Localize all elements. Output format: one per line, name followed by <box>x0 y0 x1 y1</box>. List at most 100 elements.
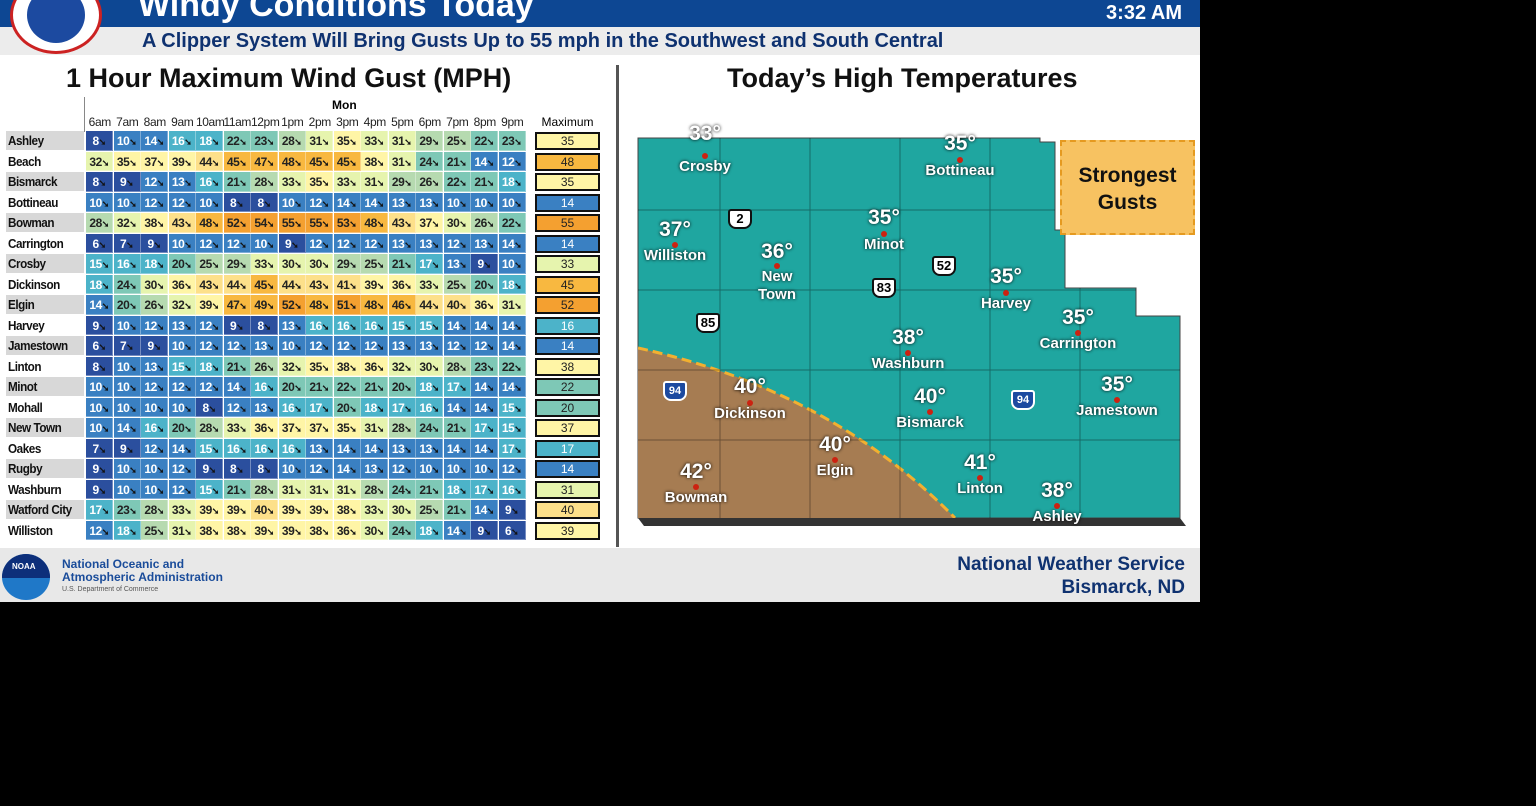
gust-cell: 16➘ <box>251 438 279 459</box>
gust-cell: 14➘ <box>498 315 526 336</box>
city-temp: 33° <box>689 122 721 145</box>
gust-cell: 12➘ <box>141 438 169 459</box>
gust-value: 21 <box>226 359 240 374</box>
gust-value: 22 <box>226 134 240 148</box>
wind-arrow-icon: ➘ <box>294 342 302 352</box>
wind-arrow-icon: ➘ <box>184 301 192 311</box>
wind-arrow-icon: ➘ <box>321 301 330 311</box>
wind-arrow-icon: ➘ <box>349 362 357 373</box>
wind-arrow-icon: ➘ <box>431 403 440 414</box>
gust-cell: 35➘ <box>113 151 141 172</box>
wind-arrow-icon: ➘ <box>431 465 440 475</box>
gust-cell: 12➘ <box>223 336 251 356</box>
gust-cell: 13➘ <box>168 315 196 336</box>
wind-arrow-icon: ➘ <box>266 403 275 414</box>
gust-cell: 37➘ <box>141 151 169 172</box>
gust-cell: 10➘ <box>278 336 306 356</box>
gust-cell: 14➘ <box>168 438 196 459</box>
wind-arrow-icon: ➘ <box>239 403 247 414</box>
wind-arrow-icon: ➘ <box>101 280 110 291</box>
gust-cell: 21➘ <box>223 172 251 192</box>
wind-arrow-icon: ➘ <box>101 424 110 434</box>
gust-value: 31 <box>391 134 405 148</box>
gust-cell: 39➘ <box>223 500 251 520</box>
wind-arrow-icon: ➘ <box>459 301 467 311</box>
subtitle-bar: A Clipper System Will Bring Gusts Up to … <box>0 27 1200 55</box>
wind-arrow-icon: ➘ <box>486 362 495 373</box>
wind-arrow-icon: ➘ <box>376 157 385 168</box>
gust-value: 30 <box>144 277 157 292</box>
gust-value: 32 <box>116 216 130 230</box>
wind-arrow-icon: ➘ <box>211 280 220 291</box>
gust-value: 13 <box>419 339 432 353</box>
gust-cell: 15➘ <box>168 356 196 377</box>
gust-cell: 13➘ <box>443 254 471 274</box>
gust-cell: 22➘ <box>443 172 471 192</box>
wind-arrow-icon: ➘ <box>376 301 385 311</box>
gust-cell: 55➘ <box>306 213 334 233</box>
gust-value: 14 <box>474 380 487 394</box>
gust-value: 10 <box>116 195 130 210</box>
gust-value: 8 <box>257 318 264 333</box>
gust-value: 13 <box>419 236 432 251</box>
gust-value: 12 <box>144 175 157 189</box>
gust-cell: 33➘ <box>333 172 361 192</box>
row-name-cell: Bismarck <box>6 172 84 191</box>
gust-cell: 29➘ <box>416 131 444 151</box>
wind-arrow-icon: ➘ <box>514 424 522 434</box>
gust-value: 24 <box>116 277 130 292</box>
gust-value: 28 <box>446 359 460 374</box>
gust-value: 48 <box>364 216 377 230</box>
gust-cell: 25➘ <box>443 131 471 151</box>
max-gust: 14 <box>535 460 600 478</box>
wind-arrow-icon: ➘ <box>321 137 330 147</box>
gust-cell: 12➘ <box>388 459 416 479</box>
gust-cell: 17➘ <box>471 479 499 500</box>
gust-cell: 18➘ <box>141 254 169 274</box>
wind-arrow-icon: ➘ <box>459 260 467 270</box>
row-name-cell: New Town <box>6 418 84 437</box>
gust-value: 16 <box>501 482 515 497</box>
gust-cell: 13➘ <box>416 336 444 356</box>
gust-value: 21 <box>419 482 432 497</box>
gust-value: 13 <box>171 175 185 189</box>
gust-cell: 37➘ <box>278 418 306 438</box>
gust-value: 17 <box>309 400 322 415</box>
wind-arrow-icon: ➘ <box>431 137 440 147</box>
gust-value: 14 <box>364 441 377 456</box>
max-gust: 52 <box>535 296 600 314</box>
gust-value: 14 <box>474 503 487 517</box>
gust-cell: 32➘ <box>86 151 114 172</box>
gust-cell: 31➘ <box>333 479 361 500</box>
gust-value: 10 <box>446 195 460 210</box>
wind-arrow-icon: ➘ <box>294 383 302 393</box>
gust-value: 10 <box>171 339 185 353</box>
wind-arrow-icon: ➘ <box>349 506 357 516</box>
wind-arrow-icon: ➘ <box>208 465 217 475</box>
gust-table-title: 1 Hour Maximum Wind Gust (MPH) <box>66 63 512 93</box>
gust-value: 8 <box>257 462 264 476</box>
gust-cell: 10➘ <box>168 397 196 418</box>
gust-cell: 12➘ <box>196 377 224 397</box>
gust-cell: 36➘ <box>361 356 389 377</box>
gust-value: 15 <box>171 359 185 374</box>
gust-cell: 28➘ <box>141 500 169 520</box>
wind-arrow-icon: ➘ <box>376 342 385 352</box>
gust-cell: 13➘ <box>471 233 499 254</box>
wind-arrow-icon: ➘ <box>129 280 137 291</box>
temperature-map <box>630 120 1200 545</box>
wind-arrow-icon: ➘ <box>266 157 275 168</box>
wind-arrow-icon: ➘ <box>349 424 357 434</box>
gust-value: 47 <box>226 298 240 312</box>
city-marker-icon <box>1054 503 1060 509</box>
city-temp: 35° <box>944 132 976 155</box>
gust-value: 14 <box>144 134 157 148</box>
gust-value: 8 <box>92 175 99 189</box>
wind-arrow-icon: ➘ <box>129 260 137 270</box>
gust-cell: 9➘ <box>113 438 141 459</box>
gust-cell: 23➘ <box>113 500 141 520</box>
gust-cell: 16➘ <box>278 438 306 459</box>
gust-value: 10 <box>116 482 130 497</box>
wind-arrow-icon: ➘ <box>184 157 192 168</box>
gust-cell: 20➘ <box>168 418 196 438</box>
